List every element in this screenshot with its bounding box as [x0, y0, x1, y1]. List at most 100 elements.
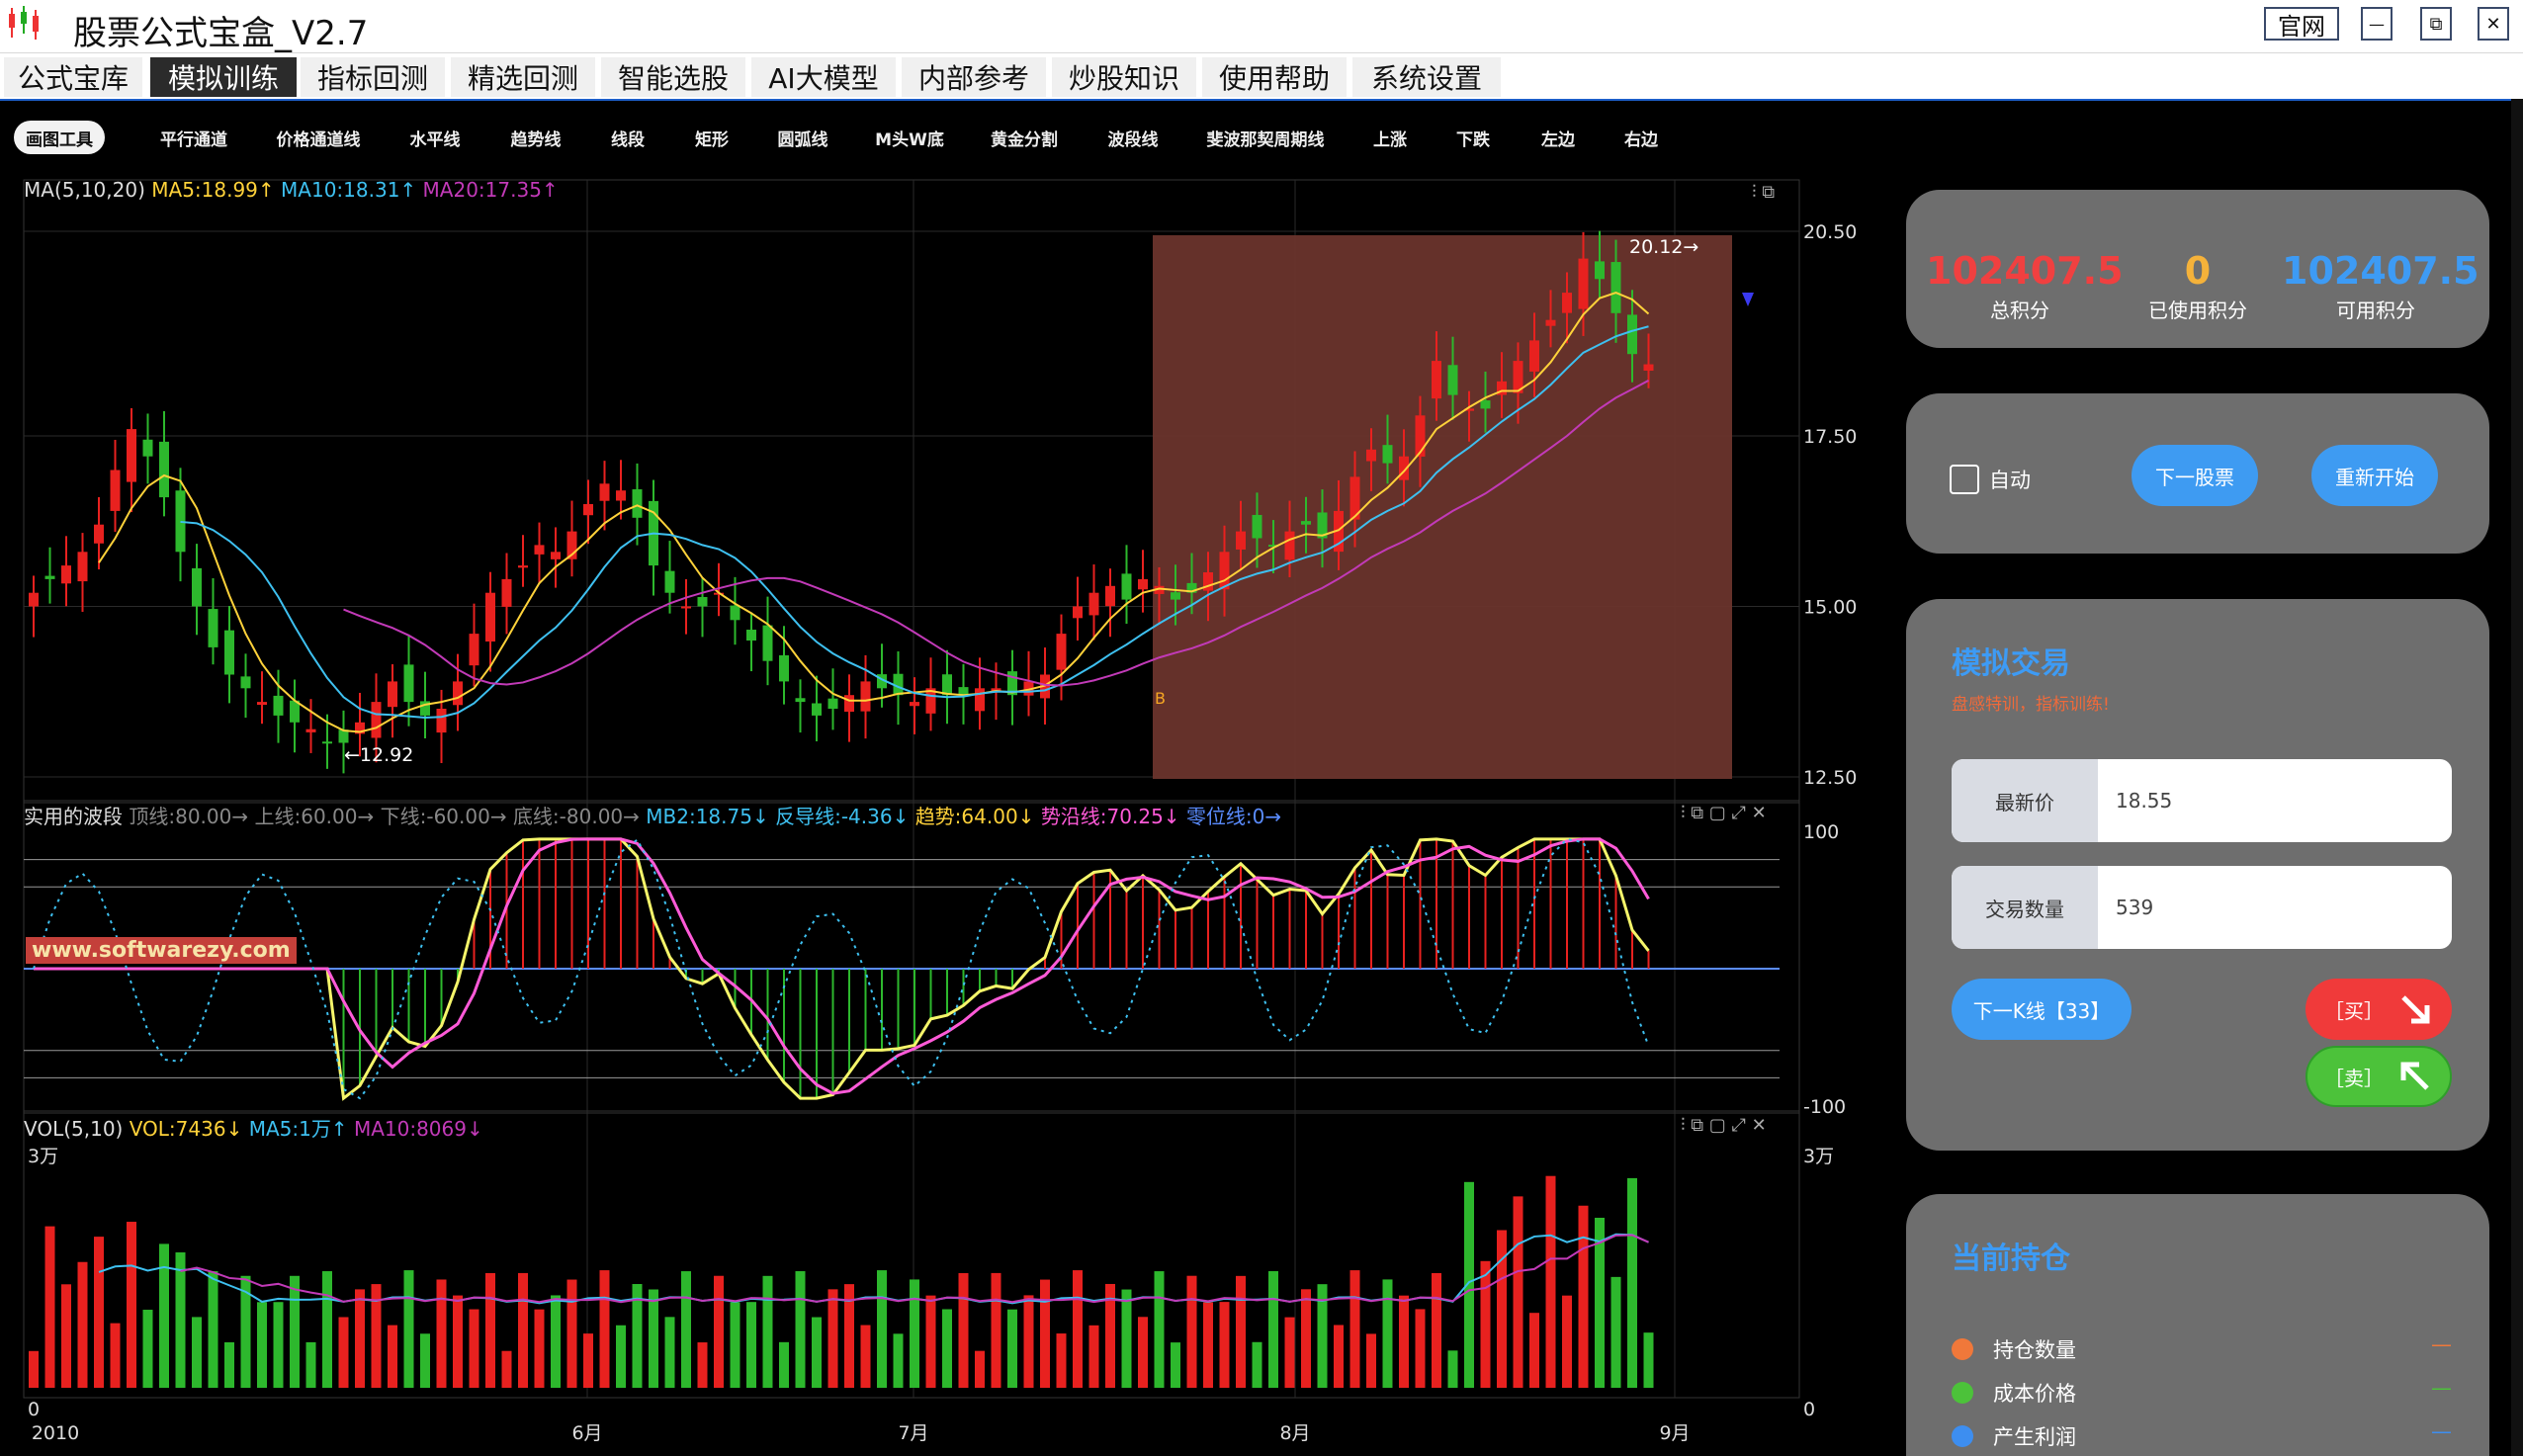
next-stock-button[interactable]: 下一股票 — [2132, 445, 2258, 506]
drawing-tool-button[interactable]: 下跌 — [1456, 129, 1490, 150]
vol-panel-icons[interactable]: ⫶ ⧉ ▢ ⤢ ✕ — [1681, 1115, 1767, 1136]
drawing-tool-button[interactable]: 黄金分割 — [991, 129, 1058, 150]
menu-item[interactable]: 智能选股 — [601, 57, 745, 97]
volume-bar — [29, 1350, 39, 1388]
title-bar: 股票公式宝盒_V2.7 官网 — ⧉ ✕ — [0, 0, 2523, 53]
menu-item[interactable]: 系统设置 — [1352, 57, 1501, 97]
menu-item[interactable]: 模拟训练 — [150, 57, 297, 97]
chart-canvas[interactable]: 20.50 17.50 15.00 12.50 20.12→ ←12.92 B 100 -100… — [0, 172, 1859, 1456]
total-points-value: 102407.5 — [1926, 249, 2124, 293]
menu-item[interactable]: 炒股知识 — [1052, 57, 1196, 97]
volume-bar — [1447, 1350, 1458, 1388]
candle-body — [240, 676, 251, 689]
volume-bar — [1497, 1230, 1507, 1388]
auto-checkbox[interactable] — [1950, 465, 1979, 494]
auto-label: 自动 — [1989, 469, 2031, 492]
vol-tick-label: 3万 — [1803, 1146, 1834, 1167]
candle-body — [1447, 365, 1458, 395]
volume-bar — [534, 1309, 545, 1388]
wave-legend-fandao: 反导线:-4.36↓ — [775, 805, 910, 828]
candle-body — [812, 703, 822, 716]
holding-value: — — [2431, 1419, 2452, 1443]
drawing-tool-button[interactable]: 线段 — [611, 129, 645, 150]
next-kline-button[interactable]: 下一K线【33】 — [1952, 979, 2132, 1040]
candle-body — [697, 596, 708, 607]
drawing-tool-button[interactable]: 圆弧线 — [777, 129, 828, 150]
drawing-tool-button[interactable]: 矩形 — [695, 129, 729, 150]
drawing-tool-button[interactable]: 斐波那契周期线 — [1206, 129, 1325, 150]
minimize-icon[interactable]: — — [2361, 7, 2392, 41]
drawing-tool-button[interactable]: 水平线 — [409, 129, 461, 150]
menu-item[interactable]: 公式宝库 — [4, 57, 142, 97]
candle-body — [1480, 400, 1491, 409]
wave-panel-icons[interactable]: ⫶ ⧉ ▢ ⤢ ✕ — [1681, 803, 1767, 823]
latest-price-label: 最新价 — [1952, 759, 2098, 842]
drawing-tool-button[interactable]: 平行通道 — [160, 129, 227, 150]
drawing-tool-button[interactable]: 画图工具 — [14, 121, 105, 154]
candle-body — [1464, 408, 1474, 411]
volume-bar — [1562, 1295, 1572, 1388]
volume-bar — [453, 1295, 463, 1388]
candle-body — [1138, 578, 1148, 590]
volume-bar — [1578, 1205, 1589, 1388]
drawing-tool-button[interactable]: 上涨 — [1373, 129, 1407, 150]
volume-bar — [1088, 1325, 1099, 1388]
drawing-tool-button[interactable]: M头W底 — [875, 129, 944, 150]
volume-bar — [403, 1270, 414, 1388]
volume-bar — [844, 1284, 854, 1388]
menu-item[interactable]: 指标回测 — [301, 57, 445, 97]
wave-legend-top: 顶线:80.00→ — [129, 805, 249, 828]
volume-bar — [94, 1237, 104, 1388]
candle-body — [1415, 415, 1426, 457]
candle-body — [1171, 592, 1180, 600]
maximize-icon[interactable]: ⧉ — [2420, 7, 2452, 41]
drawing-tool-button[interactable]: 右边 — [1624, 129, 1658, 150]
trade-quantity-field[interactable]: 交易数量 539 — [1952, 866, 2452, 949]
candle-body — [1023, 681, 1034, 696]
candle-body — [730, 605, 740, 621]
drawing-tool-button[interactable]: 波段线 — [1107, 129, 1159, 150]
volume-bar — [208, 1271, 218, 1388]
candle-body — [1643, 364, 1654, 372]
ma5-line — [98, 292, 1650, 733]
volume-bar — [942, 1309, 952, 1388]
sell-button[interactable]: ［卖］ — [2306, 1046, 2452, 1107]
volume-bar — [827, 1289, 838, 1388]
close-icon[interactable]: ✕ — [2478, 7, 2509, 41]
drawing-tool-button[interactable]: 价格通道线 — [276, 129, 361, 150]
volume-bar — [257, 1302, 267, 1388]
wave-tick-label: -100 — [1803, 1096, 1846, 1118]
buy-button[interactable]: ［买］ — [2306, 979, 2452, 1040]
trade-quantity-input[interactable]: 539 — [2116, 896, 2154, 919]
menu-item[interactable]: AI大模型 — [751, 57, 896, 97]
candle-body — [1236, 531, 1246, 550]
menu-item[interactable]: 精选回测 — [451, 57, 595, 97]
volume-bar — [192, 1317, 202, 1388]
main-panel-icons[interactable]: ⫶ ⧉ — [1752, 182, 1776, 203]
candle-body — [44, 575, 55, 579]
candle-body — [94, 524, 104, 544]
vertical-scrollbar[interactable] — [2511, 99, 2523, 1456]
candle-body — [566, 531, 577, 559]
restart-button[interactable]: 重新开始 — [2311, 445, 2438, 506]
drawing-tool-button[interactable]: 趋势线 — [510, 129, 562, 150]
candle-body — [1513, 361, 1523, 393]
menu-item[interactable]: 内部参考 — [902, 57, 1046, 97]
candle-body — [208, 609, 218, 647]
volume-bar — [1023, 1295, 1034, 1388]
menu-item[interactable]: 使用帮助 — [1202, 57, 1347, 97]
volume-bar — [501, 1350, 512, 1388]
candle-body — [1073, 606, 1083, 619]
volume-bar — [1219, 1302, 1230, 1388]
holding-value: — — [2431, 1332, 2452, 1356]
candle-body — [1382, 445, 1393, 464]
candle-body — [616, 490, 626, 501]
volume-bar — [910, 1279, 919, 1388]
candle-body — [1105, 585, 1115, 607]
volume-bar — [1595, 1217, 1605, 1388]
volume-bar — [485, 1272, 495, 1388]
drawing-tool-button[interactable]: 左边 — [1541, 129, 1575, 150]
official-site-button[interactable]: 官网 — [2264, 7, 2339, 41]
wave-tick-label: 100 — [1803, 821, 1839, 843]
volume-bar — [338, 1317, 349, 1388]
